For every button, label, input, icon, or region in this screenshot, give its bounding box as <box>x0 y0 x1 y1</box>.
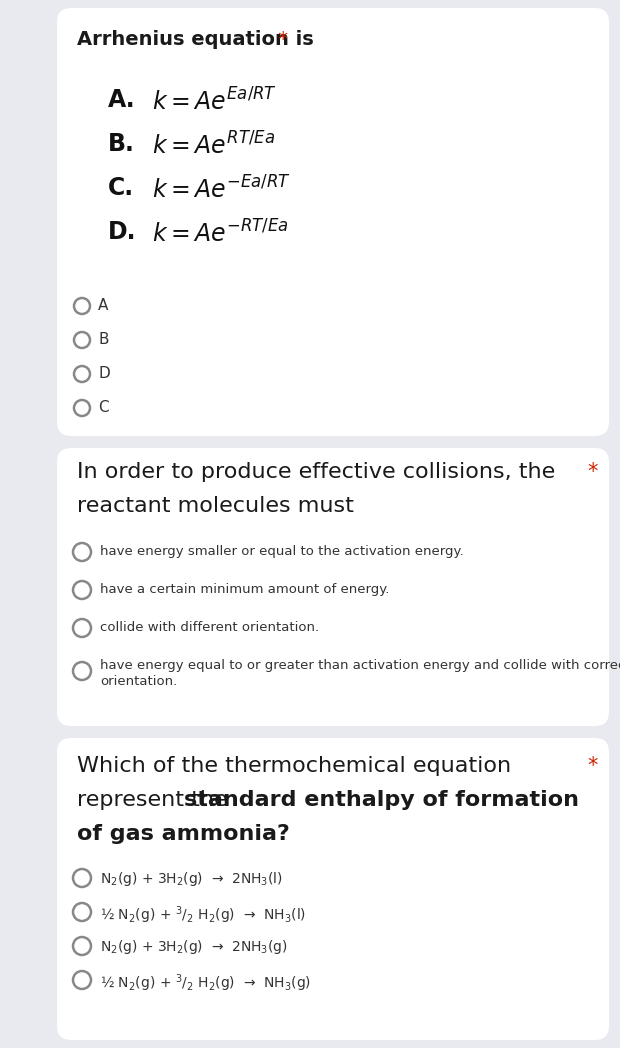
Text: ½ N$_2$(g) + $^3$/$_2$ H$_2$(g)  →  NH$_3$(l): ½ N$_2$(g) + $^3$/$_2$ H$_2$(g) → NH$_3$… <box>100 904 306 925</box>
Text: ½ N$_2$(g) + $^3$/$_2$ H$_2$(g)  →  NH$_3$(g): ½ N$_2$(g) + $^3$/$_2$ H$_2$(g) → NH$_3$… <box>100 971 311 994</box>
Text: B: B <box>98 332 108 347</box>
Text: A: A <box>98 298 108 313</box>
Text: of gas ammonia?: of gas ammonia? <box>77 824 290 844</box>
Text: standard enthalpy of formation: standard enthalpy of formation <box>184 790 579 810</box>
Text: have energy equal to or greater than activation energy and collide with correct: have energy equal to or greater than act… <box>100 659 620 672</box>
Text: N$_2$(g) + 3H$_2$(g)  →  2NH$_3$(g): N$_2$(g) + 3H$_2$(g) → 2NH$_3$(g) <box>100 938 288 956</box>
Text: collide with different orientation.: collide with different orientation. <box>100 621 319 634</box>
FancyBboxPatch shape <box>57 8 609 436</box>
Text: *: * <box>587 462 598 482</box>
Text: N$_2$(g) + 3H$_2$(g)  →  2NH$_3$(l): N$_2$(g) + 3H$_2$(g) → 2NH$_3$(l) <box>100 870 283 888</box>
Text: $k = Ae^{-RT/Ea}$: $k = Ae^{-RT/Ea}$ <box>152 220 289 247</box>
Text: B.: B. <box>108 132 135 156</box>
Text: C.: C. <box>108 176 134 200</box>
Text: Arrhenius equation is: Arrhenius equation is <box>77 30 314 49</box>
Text: *: * <box>587 756 598 776</box>
Text: orientation.: orientation. <box>100 675 177 687</box>
Text: D: D <box>98 366 110 381</box>
Text: reactant molecules must: reactant molecules must <box>77 496 354 516</box>
FancyBboxPatch shape <box>57 738 609 1040</box>
Text: A.: A. <box>108 88 136 112</box>
Text: Which of the thermochemical equation: Which of the thermochemical equation <box>77 756 511 776</box>
FancyBboxPatch shape <box>57 447 609 726</box>
Text: C: C <box>98 400 108 415</box>
Text: represent the: represent the <box>77 790 235 810</box>
Text: *: * <box>272 30 288 49</box>
Text: $k = Ae^{RT/Ea}$: $k = Ae^{RT/Ea}$ <box>152 132 275 159</box>
Text: D.: D. <box>108 220 136 244</box>
Text: $k = Ae^{-Ea/RT}$: $k = Ae^{-Ea/RT}$ <box>152 176 291 203</box>
Text: have a certain minimum amount of energy.: have a certain minimum amount of energy. <box>100 583 389 596</box>
Text: have energy smaller or equal to the activation energy.: have energy smaller or equal to the acti… <box>100 545 464 558</box>
Text: In order to produce effective collisions, the: In order to produce effective collisions… <box>77 462 556 482</box>
Text: $k = Ae^{Ea/RT}$: $k = Ae^{Ea/RT}$ <box>152 88 277 115</box>
